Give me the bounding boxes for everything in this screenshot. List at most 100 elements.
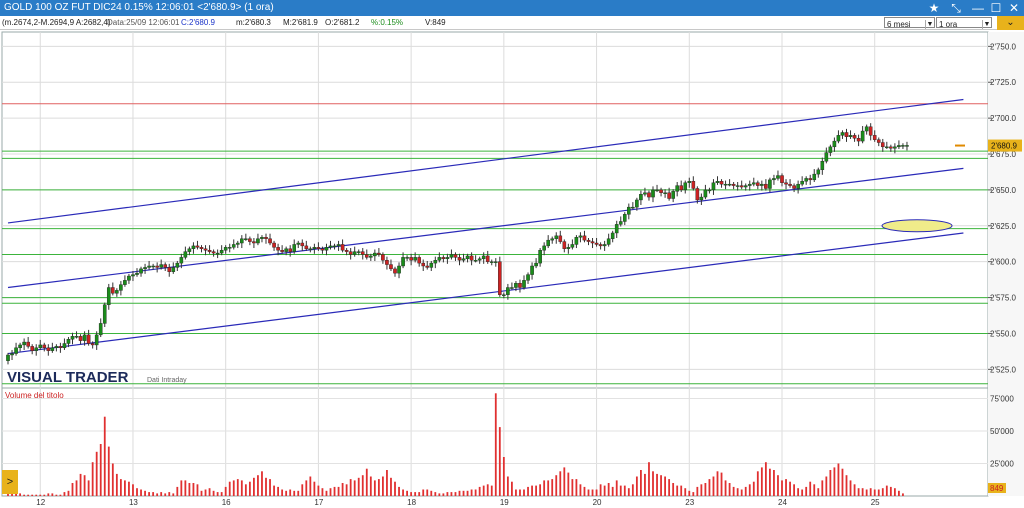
volume-bar xyxy=(885,485,888,496)
x-tick-label: 12 xyxy=(36,498,45,507)
period-select[interactable]: 6 mesi ▼ xyxy=(884,17,935,29)
volume-bar xyxy=(289,489,292,496)
star-icon[interactable]: ★ xyxy=(928,1,940,15)
y-tick-label: 2'700.0 xyxy=(990,114,1017,123)
candle-body xyxy=(248,238,252,242)
close-icon[interactable]: ✕ xyxy=(1008,1,1020,15)
x-tick-label: 24 xyxy=(778,498,787,507)
candle-body xyxy=(163,264,168,268)
volume-bar xyxy=(837,463,840,496)
collapse-panel-button[interactable]: ⌄ xyxy=(997,16,1024,30)
volume-bar xyxy=(257,475,259,496)
candle-body xyxy=(292,244,297,252)
candle-body xyxy=(18,344,22,349)
volume-bar xyxy=(115,473,118,496)
tools-icon[interactable]: ⤡ xyxy=(951,1,961,15)
candle-body xyxy=(772,178,776,181)
volume-bar xyxy=(821,480,824,496)
candle-body xyxy=(235,242,240,245)
volume-bar xyxy=(119,479,122,496)
volume-bar xyxy=(188,483,191,496)
volume-bar xyxy=(716,471,719,496)
volume-bar xyxy=(777,475,779,496)
volume-bar xyxy=(434,492,437,496)
candle-body xyxy=(284,248,288,252)
volume-bar xyxy=(515,489,517,496)
candle-body xyxy=(614,224,619,234)
candle-body xyxy=(651,189,655,198)
volume-bar xyxy=(470,489,473,496)
candle-body xyxy=(550,238,555,241)
volume-bar xyxy=(567,472,570,496)
candle-body xyxy=(558,235,563,242)
volume-bar xyxy=(506,476,509,496)
candle-body xyxy=(445,257,450,260)
volume-bar xyxy=(265,477,267,496)
volume-bar xyxy=(369,476,372,496)
scroll-left-button[interactable]: > xyxy=(2,470,18,494)
price-chart[interactable]: 2'750.0 2'725.0 2'700.0 2'675.0 2'650.0 2'625… xyxy=(0,30,1024,508)
candle-body xyxy=(699,196,704,201)
volume-bar xyxy=(575,479,578,496)
candle-body xyxy=(203,248,208,251)
candle-body xyxy=(296,242,301,245)
volume-bar xyxy=(857,488,860,496)
candle-body xyxy=(627,206,631,215)
volume-bar xyxy=(579,484,582,496)
volume-bar xyxy=(648,462,650,496)
candle-body xyxy=(199,247,204,249)
candle-body xyxy=(635,199,639,208)
restore-icon[interactable]: ☐ xyxy=(990,1,1002,15)
volume-bar xyxy=(595,489,598,496)
volume-bar xyxy=(357,477,360,496)
candle-body xyxy=(429,262,434,268)
volume-bar xyxy=(708,479,711,496)
volume-bar xyxy=(502,457,505,496)
trend-line xyxy=(7,167,964,289)
candle-body xyxy=(498,261,502,295)
volume-bar xyxy=(333,486,336,496)
volume-bar xyxy=(261,471,263,496)
candle-body xyxy=(82,334,87,341)
volume-bar xyxy=(898,490,900,496)
candle-body xyxy=(566,247,571,249)
candle-body xyxy=(62,343,67,349)
candle-body xyxy=(421,262,426,267)
candle-body xyxy=(687,181,692,183)
volume-bar xyxy=(164,493,167,496)
volume-bar xyxy=(773,470,775,496)
volume-bar xyxy=(740,489,743,496)
candle-body xyxy=(502,294,506,296)
volume-bar xyxy=(849,480,852,496)
candle-body xyxy=(433,260,438,264)
candle-body xyxy=(58,346,63,349)
candle-body xyxy=(534,262,538,267)
candle-body xyxy=(300,242,305,247)
volume-bar xyxy=(684,488,687,496)
chevron-down-icon: ▼ xyxy=(982,20,991,29)
volume-bar xyxy=(140,489,142,496)
candle-body xyxy=(106,287,111,305)
volume-bar xyxy=(764,462,767,496)
x-tick-label: 17 xyxy=(314,498,323,507)
volume-bar xyxy=(305,480,308,496)
candle-body xyxy=(844,132,849,137)
volume-bar xyxy=(128,481,130,496)
candle-body xyxy=(280,249,284,252)
volume-bar xyxy=(240,480,243,496)
timeframe-select[interactable]: 1 ora ▼ xyxy=(936,17,992,29)
candle-body xyxy=(42,344,47,349)
minimize-icon[interactable]: — xyxy=(972,1,984,15)
volume-bar xyxy=(273,485,275,496)
volume-bar xyxy=(454,492,457,496)
volume-bar xyxy=(317,485,320,496)
volume-bar xyxy=(192,483,195,496)
volume-bar xyxy=(31,494,34,496)
volume-bar xyxy=(349,479,352,496)
volume-bar xyxy=(144,490,146,496)
volume-bar xyxy=(442,493,445,496)
volume-bar xyxy=(228,481,231,496)
volume-bar xyxy=(825,476,828,496)
volume-last-badge xyxy=(988,483,1006,493)
volume-bar xyxy=(793,484,795,496)
